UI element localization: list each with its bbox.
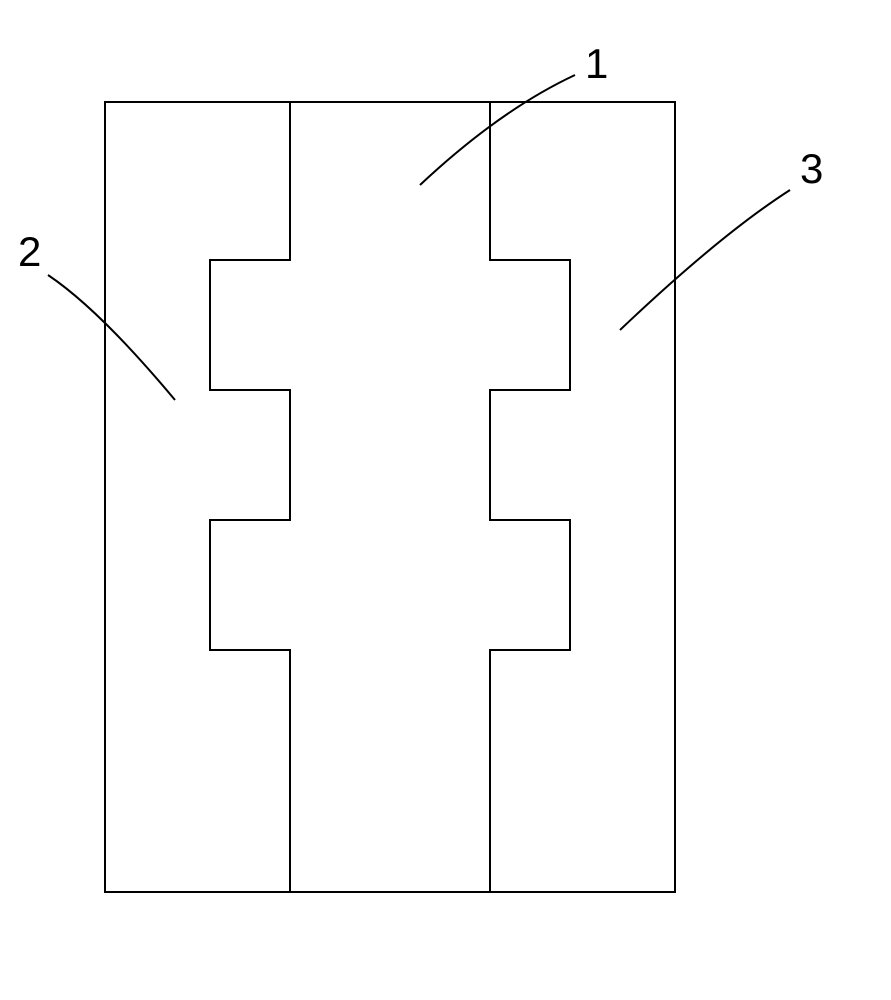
callout-label-1: 1: [585, 40, 608, 88]
outer-rectangle: [105, 102, 675, 892]
callout-2-leader: [48, 275, 175, 400]
callout-label-3: 3: [800, 145, 823, 193]
diagram-svg: [0, 0, 891, 1000]
technical-diagram: 1 2 3: [0, 0, 891, 1000]
callout-label-2: 2: [18, 228, 41, 276]
callout-1-leader: [420, 75, 575, 185]
callout-3-leader: [620, 190, 790, 330]
center-column-shape: [210, 102, 570, 892]
